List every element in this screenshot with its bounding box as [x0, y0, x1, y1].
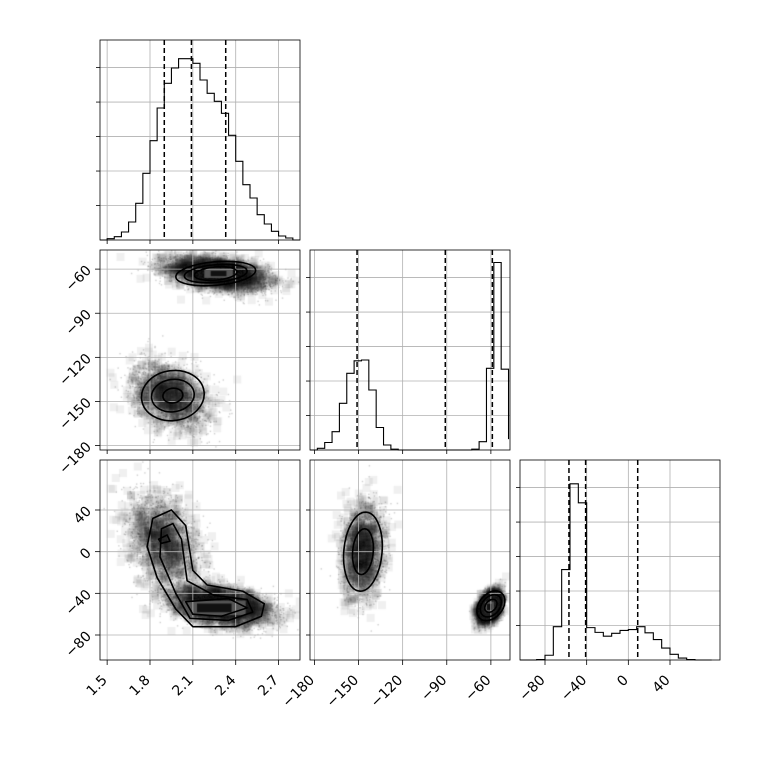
panel-0-ytick-label-0: −180: [56, 439, 95, 478]
hist-1-outline: [310, 261, 510, 451]
panel-2-contour-0: [342, 511, 384, 592]
panel-2-xtick-label-1: −150: [324, 672, 363, 711]
panel-0-ytick-label-1: −150: [56, 395, 95, 434]
panel-0-contour-2: [193, 265, 238, 282]
panel-2-xtick-label-2: −120: [368, 672, 407, 711]
panel-1-ytick-label-2: 0: [77, 545, 95, 563]
hist-2-xtick-label-0: −80: [516, 672, 548, 704]
panel-1-xtick-label-0: 1.5: [84, 672, 111, 699]
hist-1-frame: [309, 249, 511, 451]
panel-1-ytick-label-0: −80: [63, 629, 95, 661]
hist-2-xtick-label-2: 0: [614, 672, 632, 690]
panel-0-contour-0: [175, 260, 257, 287]
panel-2-contour-4: [483, 598, 498, 614]
hist-0-frame: [99, 39, 301, 241]
panel-1-contour-line-1: [159, 522, 254, 622]
panel-0-contour-1: [183, 263, 248, 284]
panel-2-frame: [309, 459, 511, 661]
panel-1-xtick-label-2: 2.1: [169, 672, 196, 699]
panel-0-ytick-label-4: −60: [63, 263, 95, 295]
panel-1-contour-line-3: [157, 534, 171, 545]
hist-2-outline: [520, 483, 712, 661]
panel-1-density: [100, 460, 300, 660]
panel-1-contour-line-0: [146, 509, 266, 628]
panel-0-contour-3: [140, 369, 205, 422]
frame-layer: [99, 39, 721, 661]
panel-2-xtick-label-3: −90: [418, 672, 450, 704]
hist-2-xtick-label-1: −40: [558, 672, 590, 704]
panel-0-ytick-label-3: −90: [63, 307, 95, 339]
panel-2-contour-1: [351, 528, 375, 576]
hist-2-frame: [519, 459, 721, 661]
panel-1-frame: [99, 459, 301, 661]
panel-0-density: [100, 250, 300, 450]
panel-1-xtick-label-1: 1.8: [127, 672, 154, 699]
panel-0-ytick-label-2: −120: [56, 351, 95, 390]
panel-1-contour-line-2: [184, 597, 248, 618]
panel-0-contour-5: [162, 387, 184, 404]
panel-2-density: [310, 460, 510, 660]
panel-0-contour-4: [150, 378, 195, 413]
image-layer: [100, 250, 510, 660]
hist-0-outline: [100, 58, 300, 241]
panel-2-contour-3: [479, 593, 503, 618]
panel-1-xtick-label-4: 2.7: [255, 672, 282, 699]
data-layer: [100, 40, 712, 661]
panel-1-xtick-label-3: 2.4: [212, 672, 239, 699]
panel-2-xtick-label-0: −180: [280, 672, 319, 711]
hist-2-xtick-label-3: 40: [650, 672, 674, 696]
panel-1-ytick-label-1: −40: [63, 587, 95, 619]
panel-2-xtick-label-4: −60: [462, 672, 494, 704]
panel-0-frame: [99, 249, 301, 451]
panel-1-ytick-label-3: 40: [71, 504, 95, 528]
panel-2-contour-2: [476, 590, 506, 622]
